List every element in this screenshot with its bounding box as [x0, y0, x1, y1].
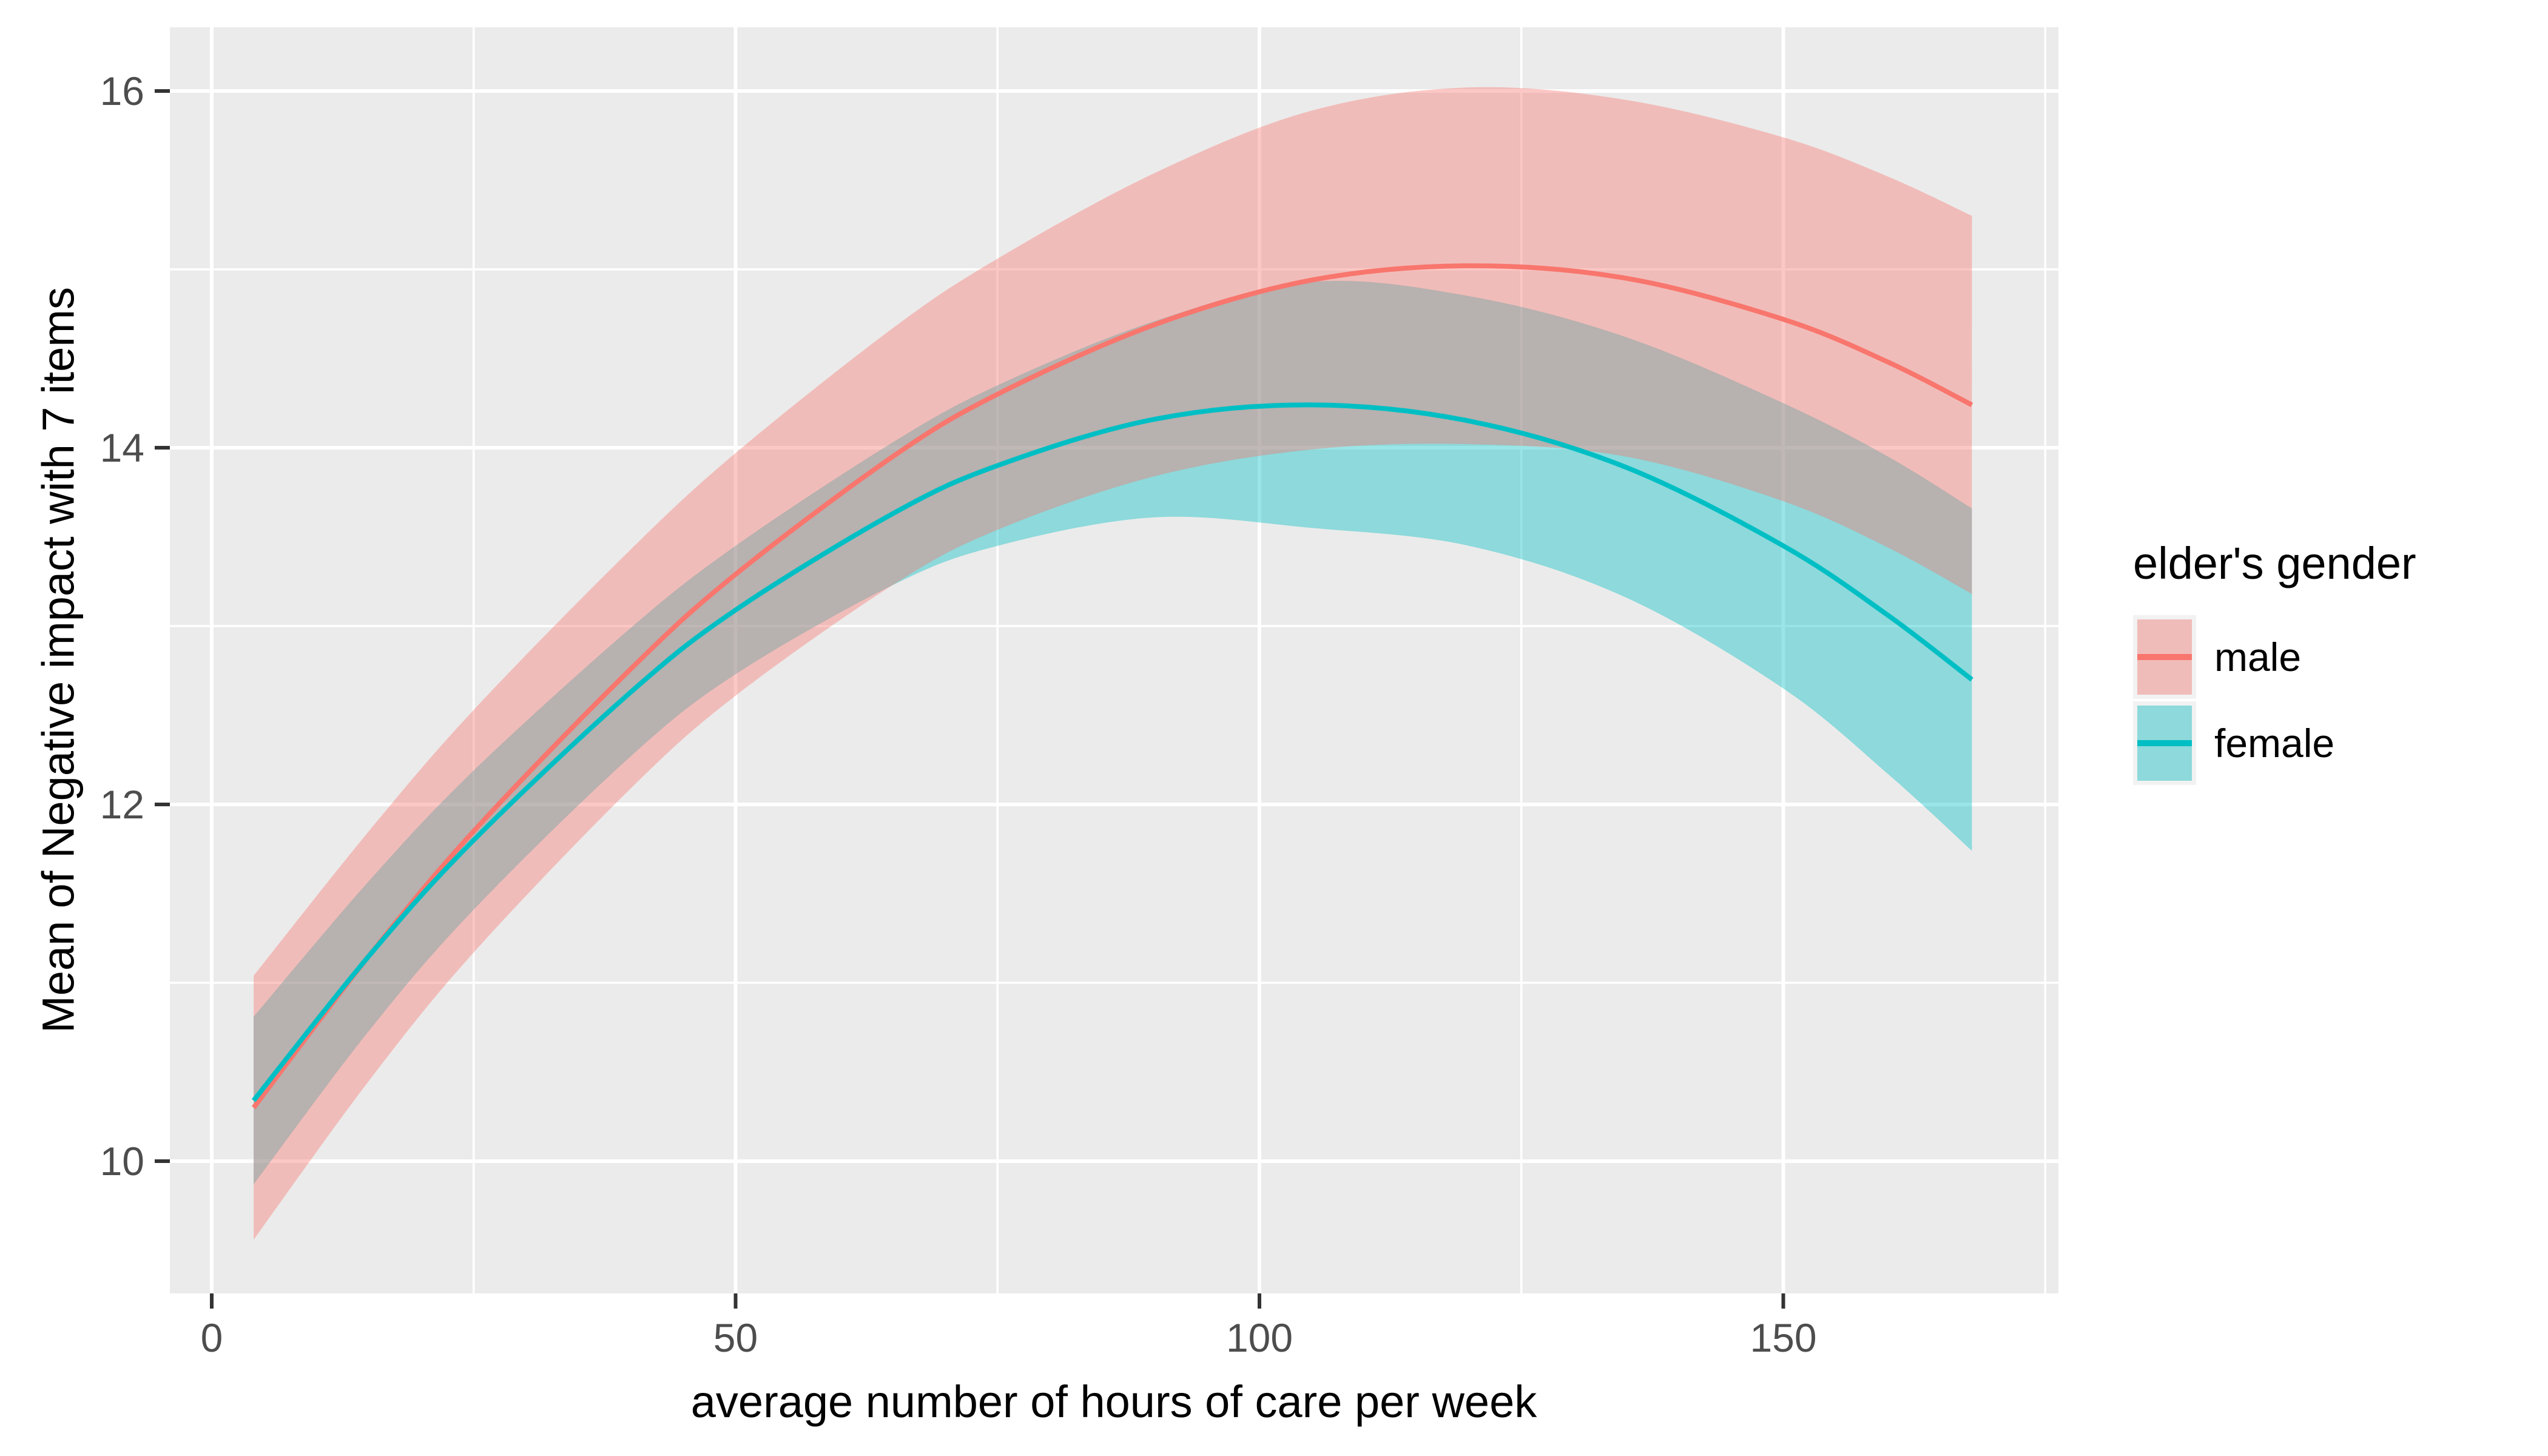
male-line-swatch [2137, 654, 2192, 660]
legend-key-female-swatch [2133, 701, 2196, 785]
female-confidence-ribbon [254, 280, 1972, 1185]
legend-item-female: female [2133, 701, 2416, 785]
x-axis-title: average number of hours of care per week [690, 1377, 1537, 1427]
legend-key-male-swatch [2133, 615, 2196, 699]
female-trend-line [251, 402, 1973, 1102]
legend-item-male: male [2133, 615, 2416, 699]
legend: elder's gender male female [2133, 538, 2416, 787]
female-line-swatch [2137, 740, 2192, 746]
y-axis-title: Mean of Negative impact with 7 items [33, 287, 84, 1033]
male-confidence-ribbon [254, 87, 1972, 1240]
x-tick-label: 50 [713, 1315, 758, 1360]
y-tick-label: 12 [99, 782, 144, 827]
male-trend-line [251, 263, 1973, 1110]
y-tick-label: 16 [99, 69, 144, 113]
panel-background [170, 27, 2058, 1293]
x-tick-label: 0 [200, 1315, 223, 1360]
x-tick-label: 100 [1225, 1315, 1293, 1360]
x-tick-label: 150 [1750, 1315, 1817, 1360]
legend-label-female: female [2214, 721, 2335, 766]
y-tick-label: 10 [99, 1139, 144, 1184]
y-tick-label: 14 [99, 425, 144, 470]
legend-label-male: male [2214, 635, 2302, 679]
legend-title: elder's gender [2133, 538, 2416, 588]
